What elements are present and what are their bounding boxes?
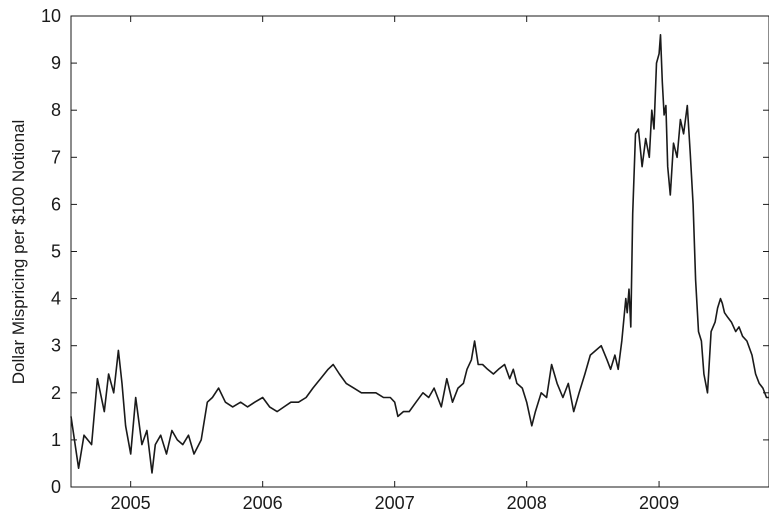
x-tick-label: 2006 <box>243 493 283 513</box>
y-tick-label: 5 <box>51 242 61 262</box>
y-tick-label: 3 <box>51 336 61 356</box>
y-tick-label: 10 <box>41 6 61 26</box>
y-tick-label: 7 <box>51 147 61 167</box>
x-tick-label: 2005 <box>111 493 151 513</box>
x-tick-label: 2009 <box>639 493 679 513</box>
y-tick-label: 2 <box>51 383 61 403</box>
y-tick-label: 0 <box>51 477 61 497</box>
mispricing-line <box>70 34 769 474</box>
y-axis-title: Dollar Mispricing per $100 Notional <box>9 120 28 385</box>
y-tick-label: 4 <box>51 289 61 309</box>
x-tick-label: 2008 <box>507 493 547 513</box>
x-tick-label: 2007 <box>375 493 415 513</box>
x-axis: 2005 2006 2007 2008 2009 <box>111 16 679 513</box>
plot-area <box>70 15 769 488</box>
y-tick-label: 6 <box>51 194 61 214</box>
y-tick-label: 1 <box>51 430 61 450</box>
y-axis: 0 1 2 3 4 5 6 7 8 9 10 <box>41 6 769 497</box>
y-tick-label: 8 <box>51 100 61 120</box>
y-tick-label: 9 <box>51 53 61 73</box>
